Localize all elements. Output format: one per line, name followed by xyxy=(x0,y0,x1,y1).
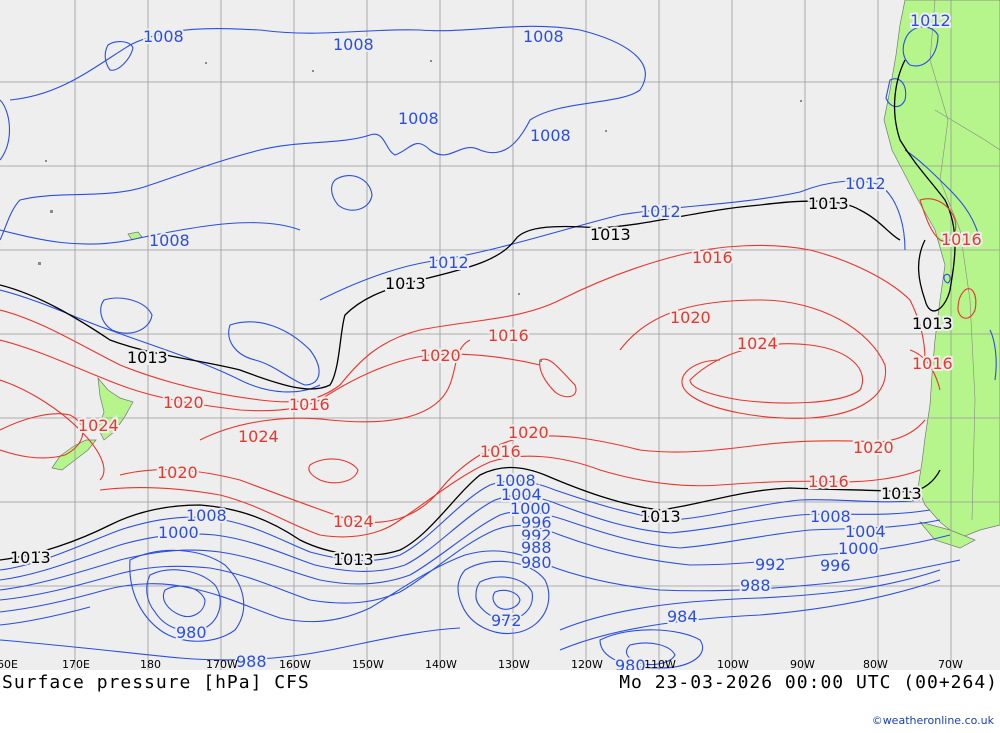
isobar-label: 1024 xyxy=(333,512,374,531)
isobar-label: 980 xyxy=(176,623,207,642)
longitude-tick: 150W xyxy=(352,658,384,670)
longitude-tick: 170W xyxy=(206,658,238,670)
isobar-label: 1000 xyxy=(510,499,551,518)
isobar-label: 1008 xyxy=(530,126,571,145)
islands-dots xyxy=(38,60,802,362)
country-borders xyxy=(929,0,1000,521)
isobar-label: 1016 xyxy=(289,395,330,414)
isobar-label: 1004 xyxy=(845,522,886,541)
isobar-label: 1013 xyxy=(333,550,374,569)
longitude-tick: 120W xyxy=(571,658,603,670)
longitude-tick: 180 xyxy=(140,658,161,670)
longitude-tick: 160W xyxy=(279,658,311,670)
isobar-label: 1016 xyxy=(692,248,733,267)
longitude-tick: 130W xyxy=(498,658,530,670)
isobar-label: 1016 xyxy=(480,442,521,461)
land-new-zealand-north xyxy=(97,376,134,441)
isobar-label: 1013 xyxy=(385,274,426,293)
isobar-label: 1013 xyxy=(127,348,168,367)
isobar-label: 980 xyxy=(521,553,552,572)
isobars-1013 xyxy=(0,59,956,561)
isobar-label: 1020 xyxy=(157,463,198,482)
isobar-label: 1008 xyxy=(149,231,190,250)
isobar-label: 1016 xyxy=(488,326,529,345)
isobars-blue-north xyxy=(0,25,997,393)
isobar-label: 1008 xyxy=(398,109,439,128)
isobar-label: 1012 xyxy=(910,11,951,30)
land-layer xyxy=(51,0,1000,549)
valid-time: Mo 23-03-2026 00:00 UTC (00+264) xyxy=(619,672,998,693)
longitude-tick: 70W xyxy=(938,658,963,670)
longitude-tick: 80W xyxy=(863,658,888,670)
land-new-zealand-south xyxy=(51,439,97,471)
isobar-label: 1020 xyxy=(670,308,711,327)
isobar-label: 1008 xyxy=(186,506,227,525)
isobar-label: 1020 xyxy=(163,393,204,412)
isobar-label: 1004 xyxy=(501,485,542,504)
isobar-label: 1000 xyxy=(158,523,199,542)
isobar-label: 1012 xyxy=(845,174,886,193)
isobar-label: 996 xyxy=(521,513,552,532)
isobar-label: 1020 xyxy=(508,423,549,442)
isobar-label: 1013 xyxy=(808,194,849,213)
longitude-axis: 60E 170E 180 170W 160W 150W 140W 130W 12… xyxy=(0,658,963,670)
isobar-label: 980 xyxy=(615,656,646,670)
pressure-map: 1008 1008 1008 1008 1008 1008 1012 1012 … xyxy=(0,0,1000,670)
isobar-label: 1016 xyxy=(941,230,982,249)
isobar-label: 988 xyxy=(740,576,771,595)
isobar-label: 972 xyxy=(491,611,522,630)
isobar-label: 1008 xyxy=(523,27,564,46)
caption-bar xyxy=(0,670,1000,733)
isobar-label: 1013 xyxy=(10,548,51,567)
longitude-tick: 90W xyxy=(790,658,815,670)
isobar-label: 1020 xyxy=(420,346,461,365)
isobar-label: 992 xyxy=(521,526,552,545)
isobar-label: 988 xyxy=(521,538,552,557)
isobar-label: 1008 xyxy=(495,471,536,490)
longitude-tick: 170E xyxy=(62,658,90,670)
isobar-label: 1013 xyxy=(912,314,953,333)
map-title: Surface pressure [hPa] CFS xyxy=(2,672,310,693)
isobars-blue-south xyxy=(0,480,961,669)
graticule xyxy=(0,0,1000,670)
isobar-labels: 1008 1008 1008 1008 1008 1008 1012 1012 … xyxy=(8,9,984,670)
isobar-label: 1020 xyxy=(853,438,894,457)
isobar-label: 1013 xyxy=(640,507,681,526)
source-credit[interactable]: ©weatheronline.co.uk xyxy=(871,714,994,727)
ocean-background xyxy=(0,0,1000,670)
isobar-label: 996 xyxy=(820,556,851,575)
isobar-label: 1024 xyxy=(737,334,778,353)
isobar-label: 1013 xyxy=(881,484,922,503)
isobar-label: 1008 xyxy=(810,507,851,526)
isobar-label: 1016 xyxy=(808,472,849,491)
longitude-tick: 140W xyxy=(425,658,457,670)
isobar-label: 1000 xyxy=(838,539,879,558)
longitude-tick: 60E xyxy=(0,658,18,670)
isobar-label: 992 xyxy=(755,555,786,574)
land-tierra-del-fuego xyxy=(919,521,976,549)
isobar-label: 984 xyxy=(667,607,698,626)
isobar-label: 1013 xyxy=(590,225,631,244)
isobar-label: 1012 xyxy=(640,202,681,221)
isobar-label: 1024 xyxy=(238,427,279,446)
isobars-red xyxy=(0,198,977,538)
isobar-label: 1012 xyxy=(428,253,469,272)
isobar-label: 1008 xyxy=(333,35,374,54)
isobar-label: 1008 xyxy=(143,27,184,46)
isobar-label: 988 xyxy=(236,652,267,670)
longitude-tick: 100W xyxy=(717,658,749,670)
longitude-tick: 110W xyxy=(644,658,676,670)
isobar-label: 1024 xyxy=(78,416,119,435)
isobar-label: 1016 xyxy=(912,354,953,373)
